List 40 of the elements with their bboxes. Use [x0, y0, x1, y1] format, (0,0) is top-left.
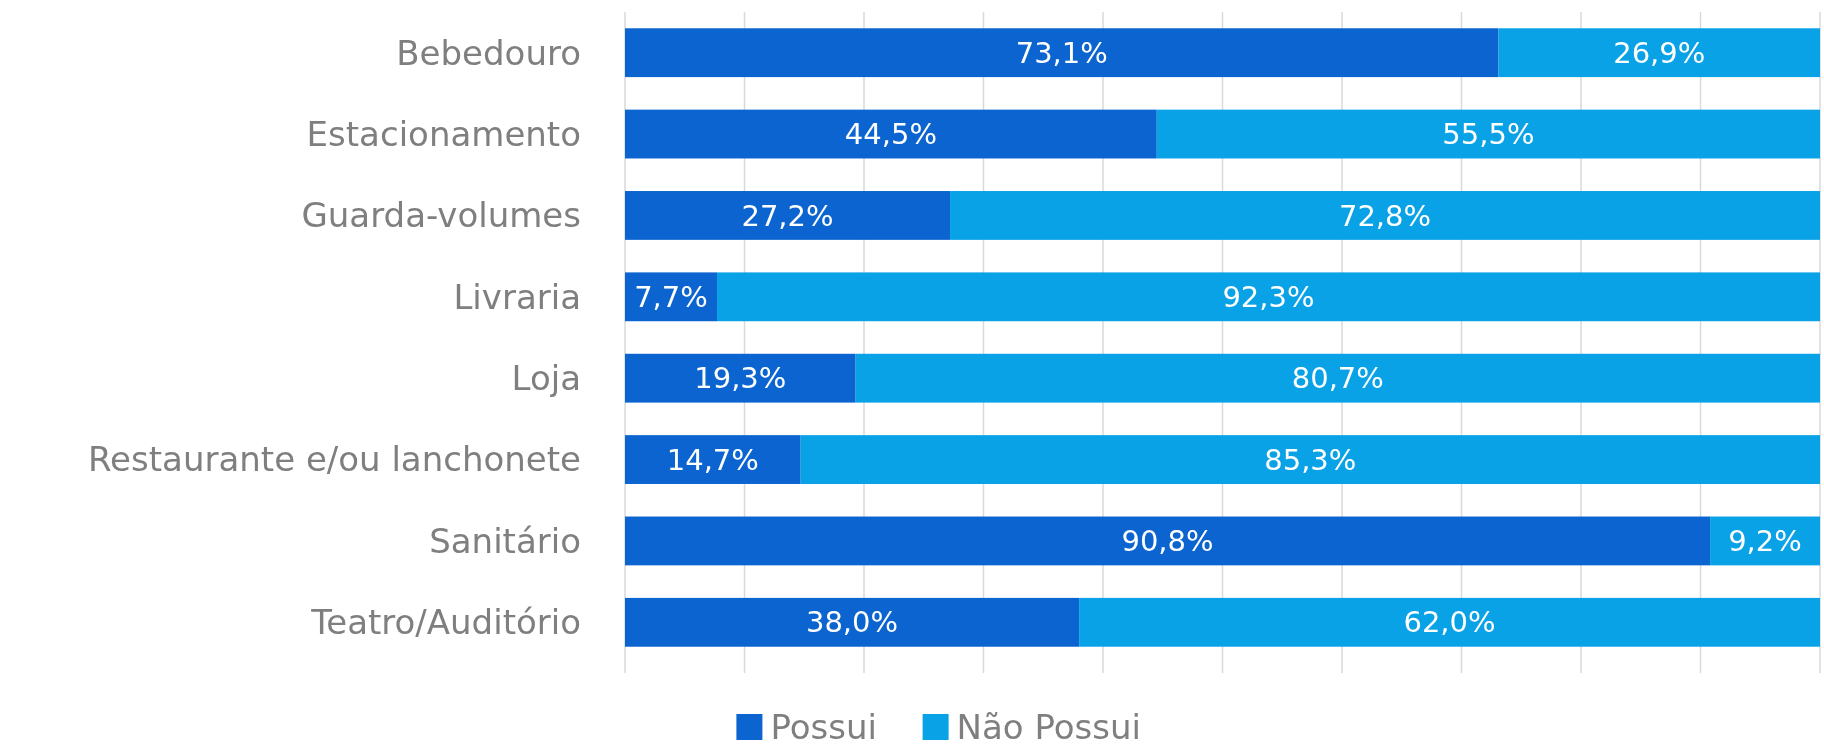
- y-tick-label: Estacionamento: [306, 113, 581, 154]
- data-label: 80,7%: [1291, 361, 1384, 396]
- bar: [625, 516, 1711, 566]
- data-label: 9,2%: [1728, 524, 1802, 559]
- data-label: 7,7%: [634, 279, 708, 314]
- y-tick-label: Livraria: [453, 276, 581, 317]
- y-tick-label: Loja: [511, 358, 581, 399]
- data-label: 19,3%: [694, 361, 787, 396]
- legend-label: Não Possui: [956, 706, 1142, 745]
- legend-label: Possui: [770, 706, 877, 745]
- y-tick-label: Bebedouro: [396, 32, 581, 73]
- data-label: 27,2%: [741, 198, 834, 233]
- bar: [800, 435, 1821, 484]
- data-label: 62,0%: [1403, 605, 1496, 640]
- data-label: 38,0%: [805, 605, 899, 640]
- data-label: 72,8%: [1338, 198, 1432, 233]
- data-label: 85,3%: [1264, 442, 1357, 477]
- bar: [625, 191, 951, 240]
- y-tick-label: Teatro/Auditório: [310, 602, 581, 643]
- bar: [1498, 28, 1821, 78]
- data-label: 26,9%: [1613, 35, 1706, 70]
- bar: [1079, 597, 1820, 647]
- y-tick-label: Guarda-volumes: [301, 195, 581, 236]
- data-label: 14,7%: [666, 442, 759, 477]
- bar: [1156, 109, 1821, 159]
- bar: [950, 191, 1820, 240]
- y-tick-label: Sanitário: [429, 520, 581, 561]
- bar: [717, 272, 1820, 322]
- data-label: 55,5%: [1442, 117, 1535, 152]
- data-label: 44,5%: [844, 117, 937, 152]
- data-label: 92,3%: [1222, 279, 1315, 314]
- bar: [855, 353, 1820, 403]
- bar: [625, 597, 1080, 647]
- data-label: 73,1%: [1015, 35, 1108, 70]
- data-label: 90,8%: [1121, 524, 1214, 559]
- bar: [625, 28, 1499, 78]
- bar: [625, 353, 856, 403]
- bar: [625, 109, 1157, 159]
- y-tick-label: Restaurante e/ou lanchonete: [88, 439, 581, 480]
- bar: [625, 435, 801, 484]
